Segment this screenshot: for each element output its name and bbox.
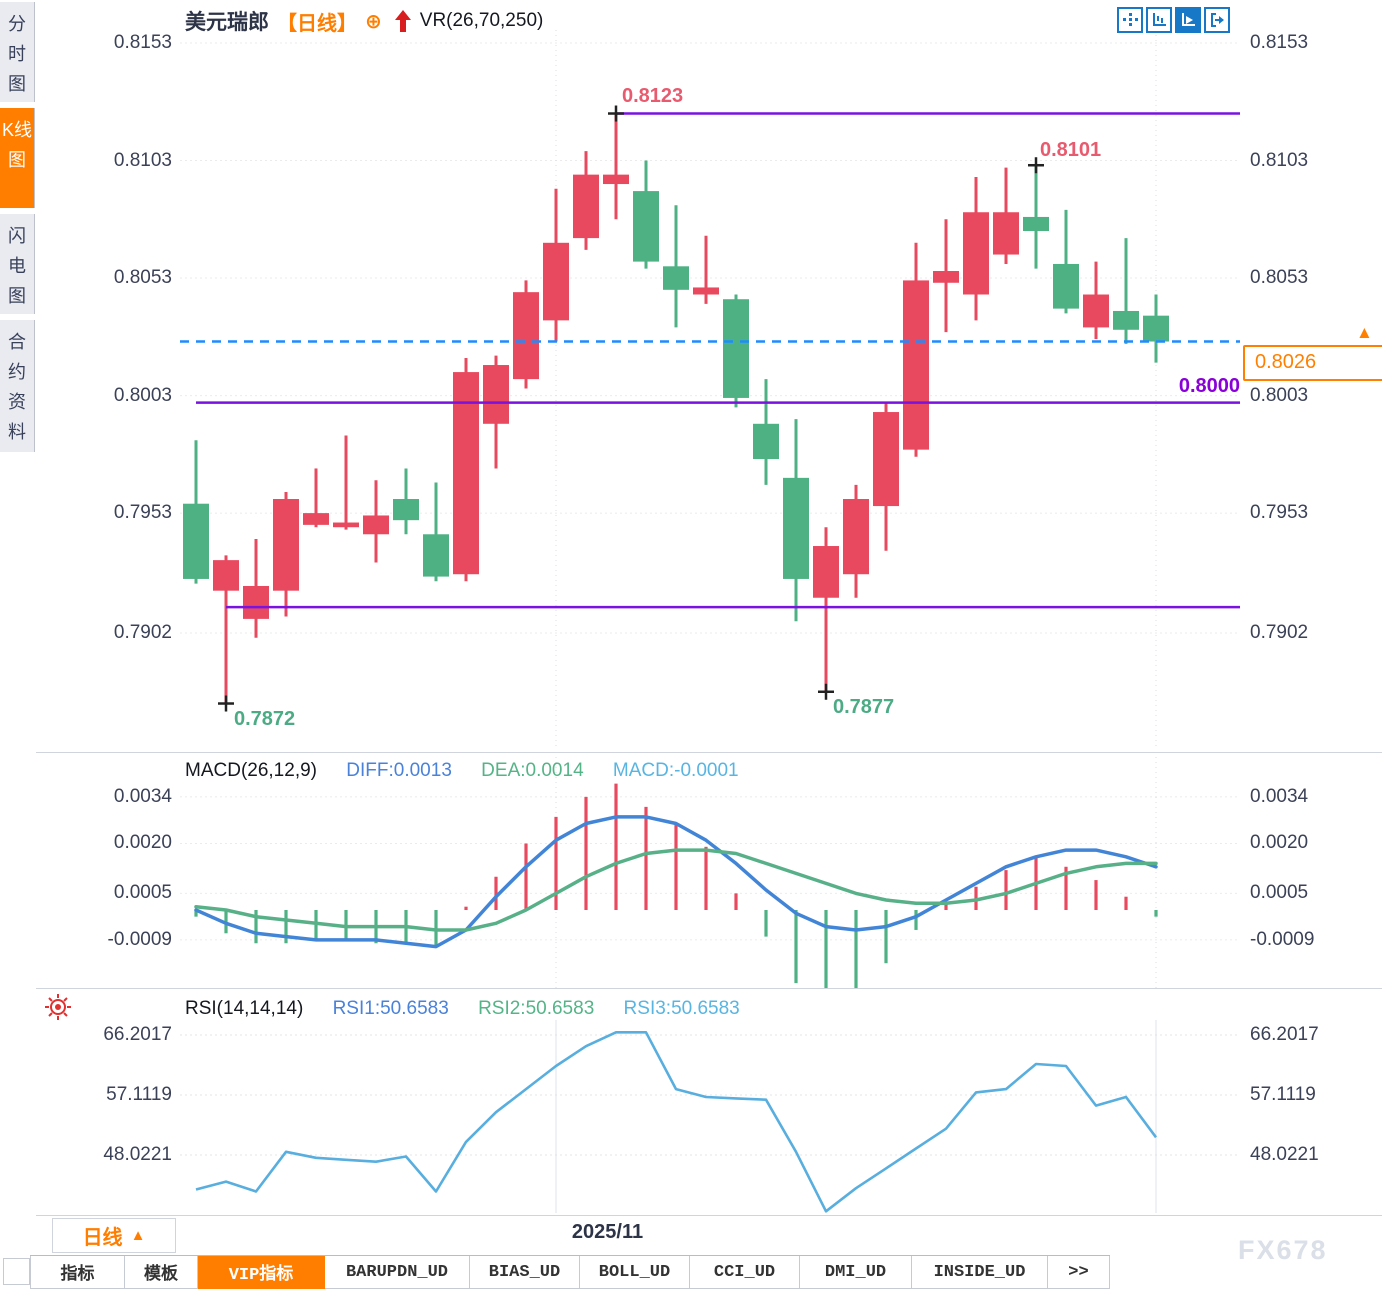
- axis-tick-label: 0.0034: [1250, 785, 1309, 807]
- axis-tick-label: 0.8153: [113, 32, 172, 53]
- axes-icon[interactable]: [1146, 7, 1172, 33]
- axis-tick-label: 48.0221: [103, 1144, 172, 1165]
- macd-header: MACD(26,12,9) DIFF:0.0013 DEA:0.0014 MAC…: [185, 760, 739, 782]
- rsi1-value: RSI1:50.6583: [332, 998, 449, 1019]
- indicator-label[interactable]: VR(26,70,250): [419, 10, 544, 31]
- axis-tick-label: 0.0020: [1250, 832, 1309, 854]
- rsi2-value: RSI2:50.6583: [478, 998, 595, 1019]
- sidebar-tab-kline[interactable]: K线图: [0, 108, 35, 208]
- macd-dea-value: DEA:0.0014: [481, 760, 584, 781]
- indicator-tab-bar: 指标 模板 VIP指标 BARUPDN_UD BIAS_UD BOLL_UD CCI_UD D…: [30, 1255, 1110, 1289]
- gridlines: [36, 30, 1382, 1216]
- pivot-price-label: 0.8000: [1178, 375, 1240, 397]
- macd-plot: [194, 783, 1158, 988]
- rsi-header: RSI(14,14,14) RSI1:50.6583 RSI2:50.6583 …: [185, 998, 740, 1020]
- low-annotation-2: 0.7877: [833, 696, 895, 718]
- watermark: FX678: [1238, 1235, 1328, 1265]
- exit-right-icon[interactable]: [1204, 7, 1230, 33]
- axis-tick-label: 0.7902: [113, 622, 172, 643]
- period-selector-label: 日线: [82, 1227, 123, 1249]
- axis-tick-label: 0.7902: [1250, 622, 1309, 643]
- period-tag[interactable]: 【日线】: [277, 12, 357, 35]
- rsi-plot: [195, 1031, 1158, 1213]
- candles-series: [183, 113, 1169, 704]
- indicator-tab-4[interactable]: BARUPDN_UD: [325, 1256, 470, 1289]
- crosshair-icon[interactable]: [1117, 7, 1143, 33]
- current-price-box[interactable]: 0.8026: [1243, 345, 1382, 381]
- period-selector[interactable]: 日线 ▲: [52, 1218, 176, 1253]
- rsi3-value: RSI3:50.6583: [623, 998, 740, 1019]
- level-lines: [180, 112, 1240, 609]
- axis-tick-label: 0.0034: [113, 785, 172, 807]
- indicator-tab-10[interactable]: >>: [1048, 1256, 1110, 1289]
- axis-tick-label: 0.8103: [113, 149, 172, 171]
- axis-tick-label: 0.0005: [1250, 882, 1309, 904]
- sidebar-tab-contract-info[interactable]: 合约资料: [0, 320, 35, 452]
- low-annotation-1: 0.7872: [234, 708, 296, 730]
- axis-tick-label: 0.7953: [113, 502, 172, 524]
- indicator-tab-3[interactable]: VIP指标: [198, 1256, 325, 1289]
- axis-tick-label: -0.0009: [1250, 928, 1315, 950]
- sidebar-tab-lightning[interactable]: 闪电图: [0, 214, 35, 314]
- indicator-tab-7[interactable]: CCI_UD: [690, 1256, 800, 1289]
- rsi-title[interactable]: RSI(14,14,14): [185, 998, 304, 1019]
- triangle-up-icon: ▲: [130, 1227, 146, 1244]
- red-flare-icon[interactable]: [42, 991, 74, 1023]
- high-annotation-1: 0.8123: [622, 85, 684, 107]
- axis-tick-label: 48.0221: [1250, 1144, 1319, 1165]
- axis-tick-label: 57.1119: [106, 1083, 172, 1105]
- axis-tick-label: 66.2017: [103, 1023, 172, 1045]
- chart-header: 美元瑞郎 【日线】 ⊕ VR(26,70,250): [185, 6, 543, 36]
- extreme-markers: [218, 105, 1044, 712]
- axis-tick-label: 0.8053: [113, 267, 172, 289]
- indicator-tab-2[interactable]: 模板: [125, 1256, 198, 1289]
- current-price-arrow-icon: ▲: [1356, 323, 1373, 342]
- indicator-tab-6[interactable]: BOLL_UD: [580, 1256, 690, 1289]
- axis-tick-label: 0.0005: [113, 882, 172, 904]
- high-annotation-2: 0.8101: [1040, 139, 1102, 161]
- indicator-tab-1[interactable]: 指标: [30, 1256, 125, 1289]
- circle-plus-icon[interactable]: ⊕: [365, 10, 382, 33]
- indicator-tab-5[interactable]: BIAS_UD: [470, 1256, 580, 1289]
- bottom-left-box[interactable]: [3, 1258, 30, 1285]
- axis-tick-label: 0.8003: [113, 384, 172, 406]
- macd-diff-value: DIFF:0.0013: [346, 760, 452, 781]
- axis-tick-label: 0.8153: [1250, 32, 1309, 53]
- sidebar-tab-intraday[interactable]: 分时图: [0, 2, 35, 102]
- axis-tick-label: 0.7953: [1250, 502, 1309, 524]
- indicator-tab-9[interactable]: INSIDE_UD: [912, 1256, 1048, 1289]
- indicator-tab-8[interactable]: DMI_UD: [800, 1256, 912, 1289]
- chart-toolbar: [1117, 7, 1233, 33]
- axis-tick-label: 57.1119: [1250, 1083, 1316, 1105]
- axis-tick-label: -0.0009: [107, 928, 172, 950]
- up-arrow-icon: [394, 10, 411, 32]
- macd-title[interactable]: MACD(26,12,9): [185, 760, 317, 781]
- axis-tick-label: 0.0020: [113, 832, 172, 854]
- axis-tick-label: 0.8103: [1250, 149, 1309, 171]
- axis-tick-label: 66.2017: [1250, 1023, 1319, 1045]
- axis-tick-label: 0.8003: [1250, 384, 1309, 406]
- macd-macd-value: MACD:-0.0001: [612, 760, 739, 781]
- axes-play-icon[interactable]: [1175, 7, 1201, 33]
- axis-tick-label: 0.8053: [1250, 267, 1309, 289]
- symbol-title: 美元瑞郎: [185, 11, 269, 34]
- x-axis-date-label: 2025/11: [571, 1221, 644, 1243]
